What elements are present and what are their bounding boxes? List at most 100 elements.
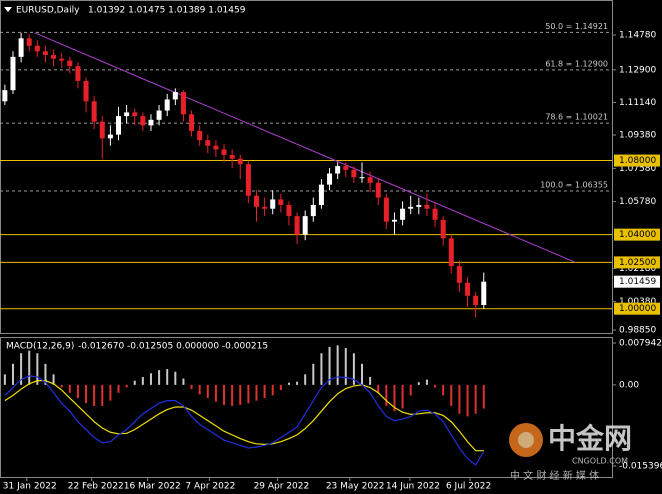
candle-body [124, 112, 130, 117]
histogram-bar [336, 345, 339, 385]
trendline [34, 32, 575, 263]
candle-body [180, 92, 186, 115]
candle-body [237, 158, 243, 165]
histogram-bar [312, 363, 315, 385]
histogram-bar [190, 384, 193, 390]
candle-body [221, 149, 227, 155]
candle-body [197, 130, 203, 141]
candle-body [245, 164, 251, 196]
histogram-bar [223, 384, 226, 405]
y-tick-label: 0.98850 [619, 326, 656, 336]
level-box [614, 302, 660, 315]
histogram-bar [36, 353, 39, 385]
x-tick-label: 29 Apr 2022 [254, 482, 310, 492]
histogram-bar [166, 369, 169, 385]
histogram-bar [442, 384, 445, 396]
candle-body [465, 282, 471, 296]
x-tick-label: 22 Feb 2022 [68, 482, 124, 492]
histogram-bar [271, 384, 274, 396]
histogram-bar [255, 384, 258, 401]
candle-body [42, 51, 48, 55]
candle-body [448, 238, 454, 267]
level-box [614, 256, 660, 269]
histogram-bar [93, 384, 96, 406]
histogram-bar [385, 384, 388, 406]
macd-line [4, 380, 484, 452]
watermark-site: CNGOLD.COM [572, 457, 628, 466]
macd-frame [0, 337, 613, 478]
candle-body [408, 206, 414, 209]
histogram-bar [133, 380, 136, 385]
candle-body [400, 208, 406, 220]
candle-body [26, 38, 32, 46]
histogram-bar [450, 384, 453, 406]
symbol: EURUSD,Daily [16, 6, 80, 16]
candle-body [75, 66, 81, 81]
level-label: 1.08000 [619, 156, 656, 166]
x-tick-label: 14 Jun 2022 [386, 482, 440, 492]
level-box [614, 154, 660, 167]
candle-body [205, 140, 211, 146]
menu-arrow [4, 7, 12, 12]
y-tick-label: 1.09380 [619, 131, 656, 141]
watermark: 中金网 CNGOLD.COM 中 文 财 经 新 媒 体 [509, 422, 632, 482]
candle-body [213, 145, 219, 150]
last-price-box [614, 275, 660, 288]
y-tick-label: 1.07580 [619, 164, 656, 174]
histogram-bar [117, 384, 120, 393]
x-tick-label: 7 Apr 2022 [185, 482, 235, 492]
candle-body [132, 112, 138, 117]
histogram-bar [182, 378, 185, 385]
macd-title: MACD(12,26,9) [6, 342, 74, 352]
y-tick-label: 1.12900 [619, 65, 656, 75]
histogram-bar [149, 373, 152, 385]
histogram-bar [85, 384, 88, 404]
macd-values: -0.012670 -0.012505 0.000000 -0.000215 [78, 342, 268, 352]
histogram-bar [458, 384, 461, 414]
fib-label: 100.0 = 1.06355 [540, 181, 608, 190]
fib-label: 50.0 = 1.14921 [545, 22, 608, 31]
candle-body [91, 101, 97, 122]
watermark-slogan: 中 文 财 经 新 媒 体 [510, 469, 599, 482]
candle-body [473, 295, 479, 305]
candle-body [34, 45, 40, 52]
histogram-bar [377, 384, 380, 393]
y-tick-label: 1.00380 [619, 297, 656, 307]
candle-body [67, 60, 73, 67]
candle-body [456, 266, 462, 283]
fib-label: 78.6 = 1.10021 [545, 113, 608, 122]
histogram-bar [320, 353, 323, 385]
histogram-bar [109, 384, 112, 401]
histogram-bar [328, 346, 331, 385]
candle-body [294, 216, 300, 235]
candle-body [189, 114, 195, 131]
candle-body [391, 219, 397, 222]
candle-body [335, 166, 341, 174]
candle-body [424, 205, 430, 209]
logo-inner [518, 432, 534, 448]
x-tick-label: 16 Mar 2022 [124, 482, 181, 492]
histogram-bar [409, 384, 412, 396]
candle-body [148, 119, 154, 126]
candle-body [156, 110, 162, 120]
main-frame [0, 0, 613, 334]
y-tick-label: -0.015396 [619, 461, 662, 471]
candle-body [440, 219, 446, 239]
candle-body [107, 134, 113, 139]
histogram-bar [263, 384, 266, 399]
level-label: 1.04000 [619, 230, 656, 240]
candle-body [375, 182, 381, 198]
candle-body [383, 197, 389, 222]
histogram-bar [125, 384, 128, 388]
candle-body [99, 121, 105, 139]
x-tick-label: 6 Jul 2022 [446, 482, 491, 492]
macd-line [4, 375, 485, 466]
candle-body [318, 184, 324, 205]
histogram-bar [3, 374, 6, 385]
candle-body [253, 195, 259, 207]
histogram-bar [206, 384, 209, 399]
candle-body [2, 90, 8, 102]
histogram-bar [141, 376, 144, 385]
histogram-bar [352, 353, 355, 385]
